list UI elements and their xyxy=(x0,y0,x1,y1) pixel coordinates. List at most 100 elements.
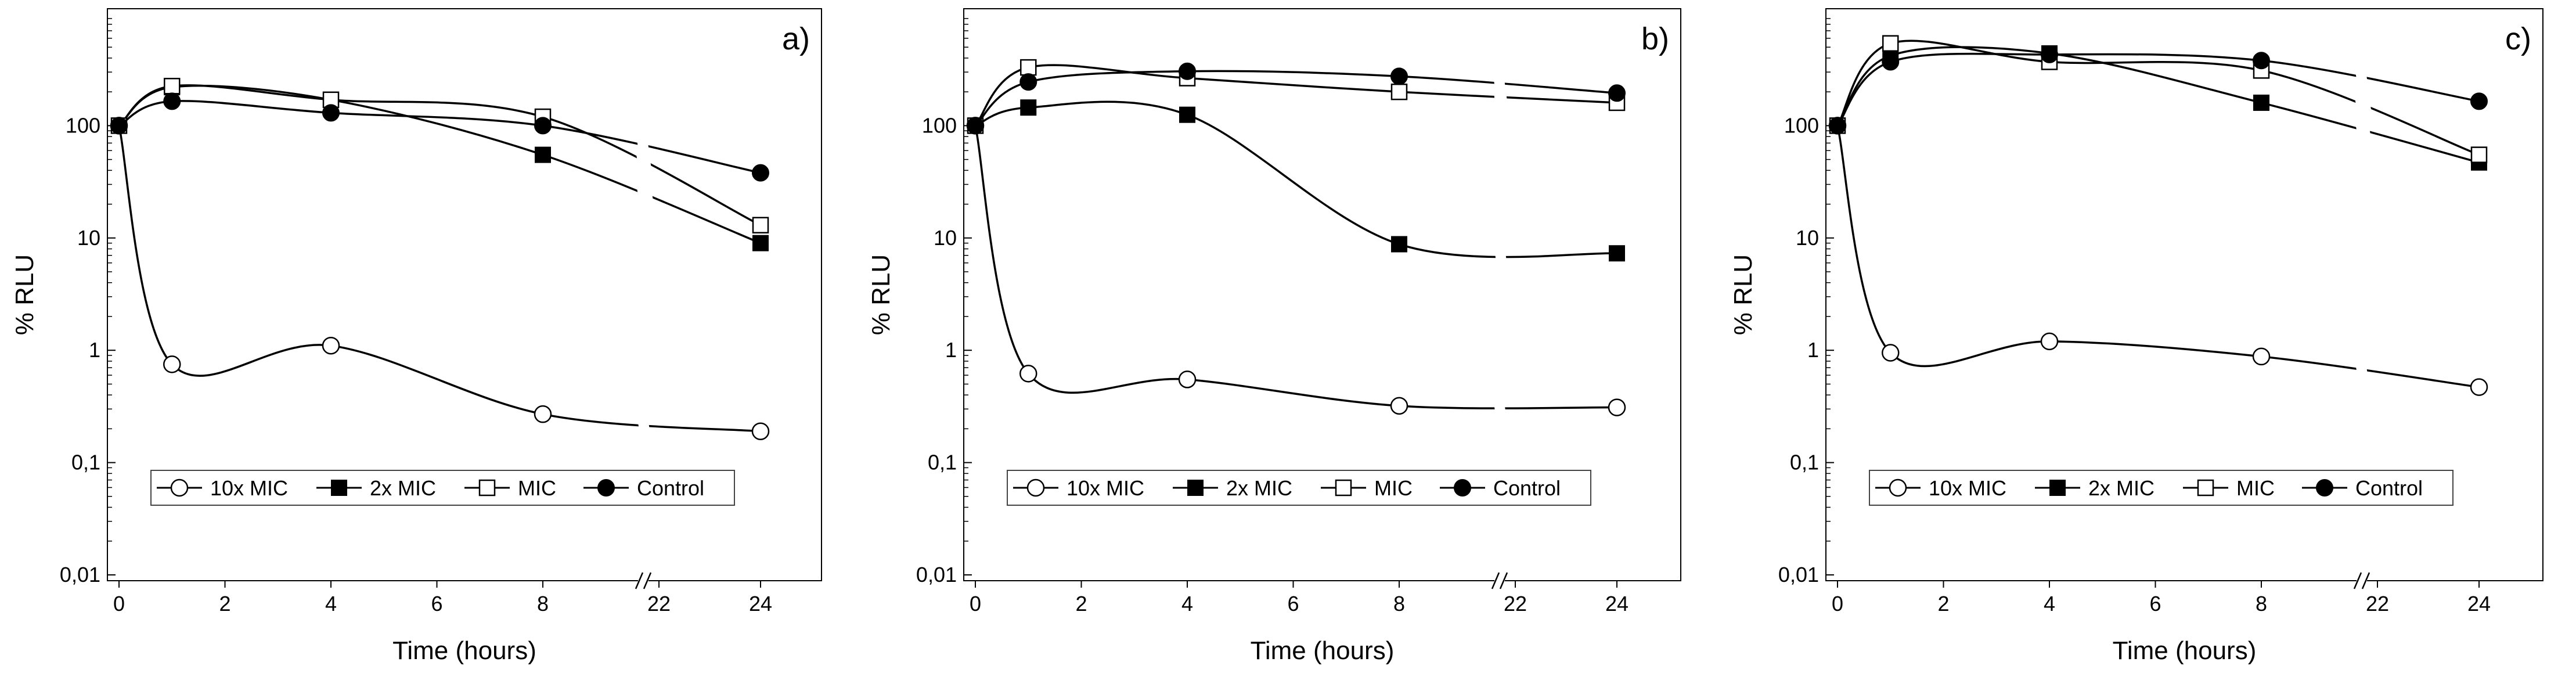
series-2x-mic xyxy=(967,99,1625,284)
series-control xyxy=(967,48,1626,135)
data-point xyxy=(163,355,181,373)
x-tick-label: 6 xyxy=(431,592,442,616)
x-tick-label: 24 xyxy=(749,592,772,616)
data-point xyxy=(1390,397,1408,415)
y-tick-label: 0,01 xyxy=(916,563,957,587)
series-line xyxy=(118,100,761,174)
data-point xyxy=(2470,146,2488,163)
x-tick-label: 4 xyxy=(2044,592,2055,616)
legend-label: 10x MIC xyxy=(1067,476,1144,500)
axis-break-mark xyxy=(1499,572,1508,589)
data-point xyxy=(535,146,551,163)
series-break-gap xyxy=(2352,44,2372,115)
data-point xyxy=(2470,92,2488,110)
axis-break-mark xyxy=(635,572,644,589)
data-point xyxy=(1020,99,1037,116)
data-point xyxy=(1391,236,1407,253)
data-point xyxy=(1608,398,1626,416)
data-point xyxy=(2252,347,2271,366)
data-point xyxy=(751,422,770,440)
y-tick-label: 100 xyxy=(922,113,957,137)
x-tick-label: 24 xyxy=(2467,592,2491,616)
legend-marker xyxy=(597,479,615,496)
series-10x-mic xyxy=(110,117,770,458)
legend: 10x MIC 2x MIC MIC Control xyxy=(1007,470,1591,506)
data-point xyxy=(2253,52,2270,70)
x-tick-label: 2 xyxy=(219,592,230,616)
x-axis-title: Time (hours) xyxy=(1251,636,1395,665)
series-break-gap xyxy=(1490,48,1509,120)
series-break-gap xyxy=(633,386,653,458)
x-tick-label: 4 xyxy=(1181,592,1193,616)
legend-label: Control xyxy=(1493,476,1561,500)
y-tick-label: 0,1 xyxy=(928,451,957,474)
legend-label: 2x MIC xyxy=(1226,476,1292,500)
data-point xyxy=(1882,53,1900,71)
x-tick-label: 8 xyxy=(1393,592,1405,616)
data-point xyxy=(752,235,769,251)
legend-label: Control xyxy=(2355,476,2423,500)
legend-label: 2x MIC xyxy=(370,476,436,500)
legend: 10x MIC 2x MIC MIC Control xyxy=(1869,470,2453,506)
x-tick-label: 22 xyxy=(1504,592,1527,616)
legend-box xyxy=(1869,470,2453,506)
data-point xyxy=(752,217,769,234)
x-tick-label: 24 xyxy=(1605,592,1629,616)
legend-marker xyxy=(331,480,347,496)
data-point xyxy=(1390,67,1408,85)
series-control xyxy=(110,92,769,184)
legend-marker xyxy=(1889,478,1907,497)
axis-break-mark xyxy=(1491,572,1500,589)
legend-label: MIC xyxy=(1374,476,1413,500)
plot-frame xyxy=(1825,8,2543,581)
data-point xyxy=(164,78,181,95)
series-line xyxy=(118,84,761,226)
y-tick-label: 0,1 xyxy=(1790,451,1819,474)
x-tick-label: 8 xyxy=(2256,592,2267,616)
legend-label: 10x MIC xyxy=(210,476,288,500)
plot-frame xyxy=(963,8,1681,581)
x-tick-label: 0 xyxy=(113,592,125,616)
data-point xyxy=(2253,94,2269,111)
data-point xyxy=(534,405,552,423)
x-tick-label: 2 xyxy=(1937,592,1949,616)
legend-marker xyxy=(1187,480,1204,496)
legend-box xyxy=(1007,470,1591,506)
series-10x-mic xyxy=(966,117,1626,442)
data-point xyxy=(110,117,128,135)
legend-label: 10x MIC xyxy=(1929,476,2006,500)
legend-marker xyxy=(1454,479,1471,496)
x-tick-label: 4 xyxy=(325,592,337,616)
data-point xyxy=(1019,365,1037,383)
legend-marker xyxy=(1026,478,1045,497)
series-control xyxy=(1829,44,2488,135)
x-tick-label: 0 xyxy=(970,592,981,616)
legend: 10x MIC 2x MIC MIC Control xyxy=(150,470,735,506)
x-axis-title: Time (hours) xyxy=(2113,636,2257,665)
y-tick-label: 10 xyxy=(934,226,957,250)
series-break-gap xyxy=(633,111,653,184)
series-break-gap xyxy=(2352,335,2372,406)
data-point xyxy=(322,336,340,355)
series-2x-mic xyxy=(1829,45,2487,171)
plot-frame xyxy=(107,8,822,581)
data-point xyxy=(1020,59,1037,76)
data-point xyxy=(1609,245,1625,262)
x-tick-label: 22 xyxy=(2366,592,2389,616)
panel-label: b) xyxy=(1641,21,1669,56)
x-tick-label: 6 xyxy=(1287,592,1299,616)
series-10x-mic xyxy=(1828,117,2488,406)
legend-label: 2x MIC xyxy=(2088,476,2155,500)
series-line xyxy=(118,84,761,244)
y-axis-title: % RLU xyxy=(867,254,895,335)
x-tick-label: 2 xyxy=(1075,592,1087,616)
legend-marker xyxy=(478,479,496,496)
data-point xyxy=(1179,106,1195,123)
data-point xyxy=(1178,370,1197,388)
y-tick-label: 1 xyxy=(945,338,957,362)
series-mic xyxy=(967,59,1626,134)
legend-marker xyxy=(2049,480,2066,496)
